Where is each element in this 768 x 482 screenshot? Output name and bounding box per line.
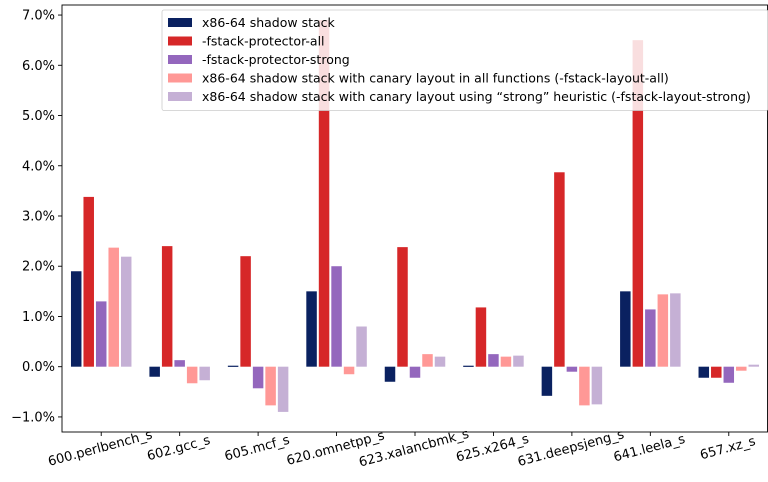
bar-2-605.mcf_s [240,256,251,367]
y-tick-label: 7.0% [22,9,55,24]
bar-1-600.perlbench_s [70,271,82,367]
bar-4-625.x264_s [500,356,512,367]
legend-swatch [168,55,192,64]
legend-swatch [168,73,192,83]
y-tick-label: 3.0% [22,209,55,224]
y-tick-label: 6.0% [22,59,55,74]
x-tick-label: 605.mcf_s [223,433,291,465]
bar-1-605.mcf_s [227,365,239,367]
bar-5-600.perlbench_s [120,256,132,367]
legend-label: -fstack-protector-strong [202,52,350,67]
bar-2-657.xz_s [711,366,722,378]
bar-1-631.deepsjeng_s [541,366,553,396]
bar-2-623.xalancbmk_s [397,247,408,367]
bar-4-602.gcc_s [186,366,198,384]
bar-3-657.xz_s [723,366,735,383]
bar-2-641.leela_s [632,40,644,367]
bar-2-631.deepsjeng_s [554,172,565,367]
bar-4-623.xalancbmk_s [422,354,433,367]
bar-5-641.leela_s [670,293,681,367]
legend-label: x86-64 shadow stack with canary layout u… [202,89,751,104]
bar-3-631.deepsjeng_s [566,366,578,372]
bar-5-620.omnetpp_s [356,326,367,367]
bar-3-641.leela_s [645,309,656,367]
x-tick-label: 602.gcc_s [146,433,213,464]
bar-4-657.xz_s [736,366,747,371]
bar-4-620.omnetpp_s [343,366,355,375]
bar-4-641.leela_s [657,294,669,367]
x-tick-label: 657.xz_s [699,434,758,463]
bar-2-625.x264_s [475,307,487,367]
legend-label: -fstack-protector-all [202,34,325,49]
y-tick-label: 1.0% [22,310,55,325]
bar-4-605.mcf_s [265,366,276,406]
y-tick-label: 2.0% [22,260,55,275]
bar-4-600.perlbench_s [108,247,119,367]
bar-3-625.x264_s [488,354,499,367]
legend: x86-64 shadow stack -fstack-protector-all… [161,9,768,111]
bar-5-657.xz_s [748,364,760,367]
legend-label: x86-64 shadow stack with canary layout i… [202,71,669,86]
legend-swatch [168,18,192,27]
bar-4-631.deepsjeng_s [579,366,590,406]
bar-5-602.gcc_s [199,366,210,381]
bar-1-602.gcc_s [149,366,160,377]
bar-2-620.omnetpp_s [318,20,330,367]
bar-1-641.leela_s [620,291,631,367]
y-tick-label: 4.0% [22,159,55,174]
bar-5-631.deepsjeng_s [591,366,603,405]
legend-swatch [168,36,192,46]
bar-2-600.perlbench_s [83,196,94,367]
legend-box [161,9,768,111]
bar-1-625.x264_s [463,365,474,367]
bar-5-625.x264_s [513,355,524,367]
bar-3-620.omnetpp_s [331,266,342,367]
x-tick-label: 600.perlbench_s [47,427,155,469]
legend-label: x86-64 shadow stack [202,15,336,30]
bar-3-600.perlbench_s [95,301,107,367]
x-tick-label: 631.deepsjeng_s [516,427,626,470]
y-tick-label: −1.0% [11,410,55,425]
y-tick-label: 5.0% [22,109,55,124]
bar-3-623.xalancbmk_s [409,366,421,378]
bar-5-623.xalancbmk_s [434,356,446,367]
bar-1-623.xalancbmk_s [384,366,396,382]
bar-3-605.mcf_s [252,366,264,389]
bar-5-605.mcf_s [277,366,289,412]
bar-1-620.omnetpp_s [306,291,317,367]
legend-swatch [168,92,192,101]
y-tick-label: 0.0% [22,360,55,375]
bar-1-657.xz_s [698,366,710,378]
bar-2-602.gcc_s [161,246,173,367]
bars-layer [70,20,760,412]
bar-3-602.gcc_s [174,360,185,367]
